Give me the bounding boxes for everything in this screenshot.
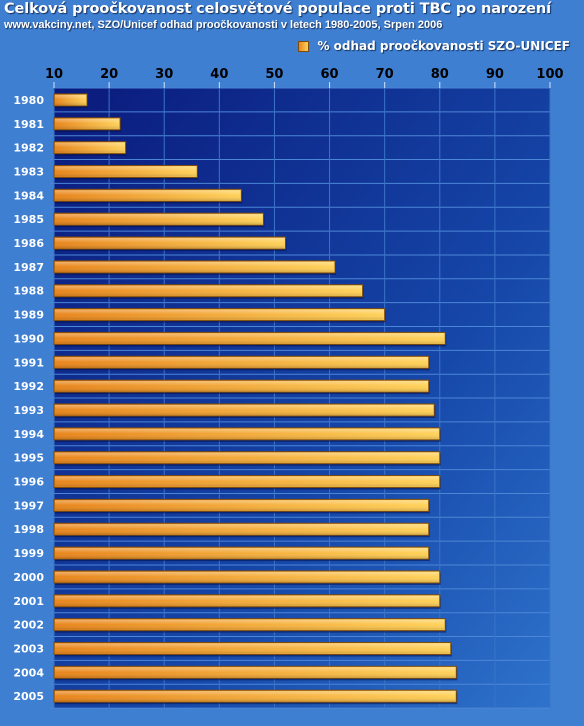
year-label: 1996: [13, 476, 44, 489]
bar-highlight: [55, 142, 125, 153]
year-label: 1982: [13, 142, 44, 155]
x-tick-label: 20: [100, 67, 118, 82]
bar-highlight: [55, 667, 456, 678]
x-tick-label: 80: [431, 67, 449, 82]
bar-highlight: [55, 309, 384, 320]
bar: [53, 618, 447, 633]
bar: [53, 117, 122, 132]
bar: [53, 284, 364, 299]
x-tick-label: 50: [265, 67, 283, 82]
bar: [53, 665, 458, 681]
year-label: 2002: [13, 619, 44, 632]
year-label: 1989: [13, 309, 44, 322]
bar-highlight: [55, 595, 439, 606]
bar-highlight: [55, 452, 439, 463]
bar: [53, 641, 452, 657]
legend-label: % odhad proočkovanosti SZO-UNICEF: [317, 39, 570, 53]
year-label: 1981: [13, 118, 44, 131]
y-axis: 1980 1981 1982 1983 1984 1985 1986 1987 1988 1989…: [13, 94, 44, 703]
bars: [53, 93, 458, 705]
bar: [53, 93, 89, 108]
year-label: 1988: [13, 285, 44, 298]
bar: [53, 427, 441, 442]
legend: % odhad proočkovanosti SZO-UNICEF: [298, 39, 570, 53]
x-tick-label: 70: [376, 67, 394, 82]
x-axis: 10 20 30 40 50 60 70 80 90 100: [45, 67, 564, 88]
bar-highlight: [55, 619, 445, 630]
year-label: 2004: [13, 666, 44, 679]
bar-highlight: [55, 524, 428, 535]
bar: [53, 546, 430, 562]
bar-highlight: [55, 500, 428, 511]
x-tick-label: 100: [536, 67, 563, 82]
bar-highlight: [55, 333, 445, 344]
bar-highlight: [55, 285, 362, 296]
year-label: 1994: [13, 428, 44, 441]
year-label: 2003: [13, 642, 44, 655]
legend-swatch: [298, 40, 310, 52]
chart-subtitle: www.vakciny.net, SZO/Unicef odhad proočk…: [4, 19, 443, 31]
bar-highlight: [55, 476, 439, 487]
bar: [53, 260, 337, 275]
bar: [53, 451, 441, 466]
bar-highlight: [55, 381, 428, 392]
bar: [53, 475, 441, 490]
chart-title: Celková proočkovanost celosvětové popula…: [4, 1, 551, 17]
year-label: 2000: [13, 571, 44, 584]
year-label: 2005: [13, 690, 44, 703]
bar-highlight: [55, 214, 263, 225]
year-label: 1985: [13, 213, 44, 226]
bar-highlight: [55, 261, 335, 272]
bar: [53, 522, 430, 538]
x-tick-label: 10: [45, 67, 63, 82]
plot-area: [50, 87, 551, 709]
bar-highlight: [55, 428, 439, 439]
year-label: 1984: [13, 189, 44, 202]
year-label: 1992: [13, 380, 44, 393]
bar: [53, 188, 243, 204]
bar-highlight: [55, 238, 285, 249]
bar-highlight: [55, 166, 197, 177]
x-tick-label: 40: [210, 67, 228, 82]
bar-highlight: [55, 691, 456, 702]
bar: [53, 164, 199, 180]
bar-highlight: [55, 404, 434, 415]
bar: [53, 498, 430, 514]
year-label: 1987: [13, 261, 44, 274]
bar-highlight: [55, 548, 428, 559]
year-label: 1999: [13, 547, 44, 560]
bar-highlight: [55, 190, 241, 201]
bar: [53, 141, 127, 156]
bar: [53, 308, 386, 323]
bar: [53, 570, 441, 585]
bar-highlight: [55, 94, 87, 105]
bar: [53, 236, 287, 252]
bar: [53, 689, 458, 705]
bar: [53, 403, 436, 418]
year-label: 1993: [13, 404, 44, 417]
bar: [53, 379, 430, 395]
bar: [53, 212, 265, 228]
year-label: 1997: [13, 499, 44, 512]
year-label: 1995: [13, 452, 44, 465]
x-tick-label: 60: [321, 67, 339, 82]
year-label: 1986: [13, 237, 44, 250]
bar-highlight: [55, 357, 428, 368]
bar: [53, 594, 441, 609]
bar-highlight: [55, 118, 120, 129]
year-label: 1991: [13, 356, 44, 369]
year-label: 1983: [13, 165, 44, 178]
bar: [53, 355, 430, 371]
year-label: 2001: [13, 595, 44, 608]
bar-highlight: [55, 643, 450, 654]
x-tick-label: 90: [486, 67, 504, 82]
x-tick-label: 30: [155, 67, 173, 82]
year-label: 1980: [13, 94, 44, 107]
year-label: 1998: [13, 523, 44, 536]
bar-highlight: [55, 571, 439, 582]
bar: [53, 331, 447, 347]
year-label: 1990: [13, 332, 44, 345]
